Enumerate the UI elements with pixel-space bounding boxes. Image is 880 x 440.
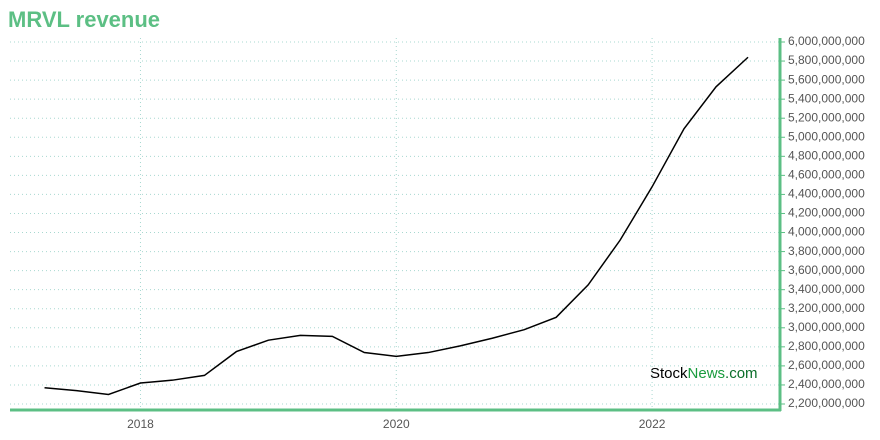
watermark-part: .com [725, 365, 758, 382]
y-tick-label: 2,600,000,000 [788, 358, 865, 372]
x-tick-label: 2018 [127, 417, 154, 431]
y-tick-label: 5,800,000,000 [788, 53, 865, 67]
y-tick-label: 4,400,000,000 [788, 187, 865, 201]
y-tick-label: 4,000,000,000 [788, 225, 865, 239]
y-tick-label: 3,400,000,000 [788, 282, 865, 296]
y-tick-label: 5,400,000,000 [788, 91, 865, 105]
watermark-part: Stock [650, 365, 688, 382]
y-tick-label: 5,000,000,000 [788, 129, 865, 143]
y-tick-label: 5,600,000,000 [788, 72, 865, 86]
y-tick-label: 4,800,000,000 [788, 148, 865, 162]
x-tick-label: 2020 [383, 417, 410, 431]
y-tick-label: 2,400,000,000 [788, 377, 865, 391]
y-tick-label: 2,800,000,000 [788, 339, 865, 353]
y-tick-label: 4,200,000,000 [788, 206, 865, 220]
y-tick-label: 2,200,000,000 [788, 396, 865, 410]
y-tick-label: 5,200,000,000 [788, 110, 865, 124]
watermark-part: News [688, 365, 726, 382]
x-tick-label: 2022 [639, 417, 666, 431]
y-tick-label: 6,000,000,000 [788, 34, 865, 48]
watermark: StockNews.com [650, 365, 758, 382]
y-tick-label: 3,600,000,000 [788, 263, 865, 277]
y-tick-label: 4,600,000,000 [788, 168, 865, 182]
y-tick-label: 3,800,000,000 [788, 244, 865, 258]
y-tick-label: 3,000,000,000 [788, 320, 865, 334]
chart-title: MRVL revenue [8, 7, 160, 32]
line-series [44, 56, 749, 396]
y-tick-label: 3,200,000,000 [788, 301, 865, 315]
